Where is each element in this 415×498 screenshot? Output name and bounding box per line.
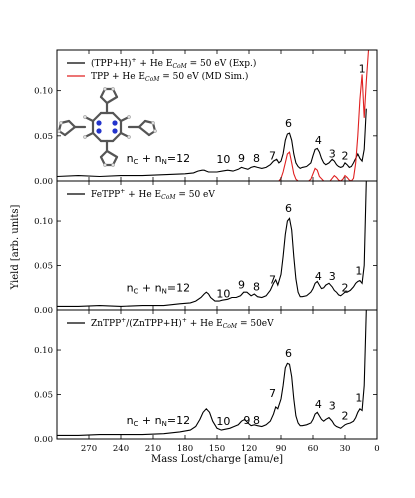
series-line-bottom-0 [57, 310, 367, 436]
molecule-hydrogen-atom [103, 163, 107, 167]
peak-label: 9 [238, 279, 245, 292]
molecule-bond [137, 119, 147, 129]
legend-entry: (TPP+H)+ + He ECoM = 50 eV (Exp.) [91, 57, 256, 70]
molecule-bond [67, 119, 77, 129]
y-tick-label: 0.00 [34, 177, 53, 187]
peak-label: 2 [342, 409, 349, 422]
y-tick-label: 0.10 [34, 217, 53, 227]
molecule-bond [91, 131, 103, 143]
y-tick-label: 0.10 [34, 87, 53, 97]
molecule-hydrogen-atom [127, 115, 131, 119]
peak-label: 3 [329, 400, 336, 413]
x-tick-label: 0 [374, 444, 379, 454]
x-tick-label: 270 [81, 444, 97, 454]
x-tick-label: 150 [209, 444, 225, 454]
x-axis-label: Mass Lost/charge [amu/e] [151, 454, 283, 465]
y-tick-label: 0.00 [34, 306, 53, 316]
y-tick-label: 0.05 [34, 262, 53, 272]
peak-label: 4 [315, 270, 322, 283]
peak-label: 9 [238, 152, 245, 165]
molecule-hydrogen-atom [111, 163, 115, 167]
molecule-bond [99, 95, 109, 105]
molecule-hydrogen-atom [59, 121, 63, 125]
molecule-hydrogen-atom [57, 129, 61, 133]
peak-label: 10 [216, 415, 230, 428]
peak-label: 1 [355, 392, 362, 405]
peak-label: 8 [253, 152, 260, 165]
molecule-bond [111, 111, 123, 123]
peak-label: 10 [216, 153, 230, 166]
molecule-hydrogen-atom [127, 135, 131, 139]
molecule-hydrogen-atom [103, 87, 107, 91]
molecule-bond [137, 125, 151, 137]
peak-label: nC + nN=12 [127, 281, 191, 295]
molecule-nitrogen-atom [112, 120, 118, 126]
chart-panel-top: 0.00 0.05 0.10 (TPP+H)+ + He ECoM = 50 eV (… [34, 49, 378, 187]
series-line-top-0 [57, 108, 367, 178]
peak-label: 10 [216, 288, 230, 301]
peak-label: 4 [315, 134, 322, 147]
peak-label: 4 [315, 398, 322, 411]
series-line-top-1 [57, 50, 370, 181]
x-tick-label: 120 [241, 444, 257, 454]
molecule-nitrogen-atom [112, 128, 118, 134]
x-tick-label: 210 [145, 444, 161, 454]
peak-label: 2 [342, 281, 349, 294]
x-tick-label: 180 [177, 444, 193, 454]
y-axis-label: Yield [arb. units] [10, 204, 21, 290]
peak-label: nC + nN=12 [127, 152, 191, 166]
molecule-structure-icon [57, 87, 157, 167]
peak-label: 2 [342, 149, 349, 162]
legend-entry: ZnTPP+/(ZnTPP+H)+ + He ECoM = 50eV [91, 317, 274, 330]
series-line-middle-0 [57, 181, 367, 307]
molecule-nitrogen-atom [96, 120, 102, 126]
molecule-nitrogen-atom [96, 128, 102, 134]
legend-entry: FeTPP+ + He ECoM = 50 eV [91, 188, 215, 201]
y-tick-label: 0.10 [34, 346, 53, 356]
peak-label: nC + nN=12 [127, 414, 191, 428]
molecule-hydrogen-atom [111, 87, 115, 91]
peak-label: 7 [269, 273, 276, 286]
y-tick-label: 0.00 [34, 435, 53, 445]
molecule-bond [91, 111, 103, 123]
peak-label: 6 [285, 347, 292, 360]
x-tick-label: 60 [308, 444, 319, 454]
peak-label: 7 [269, 387, 276, 400]
peak-label: 3 [329, 270, 336, 283]
peak-label: 8 [253, 280, 260, 293]
molecule-bond [105, 95, 119, 105]
x-tick-label: 30 [340, 444, 351, 454]
peak-label: 3 [329, 148, 336, 161]
x-tick-label: 90 [276, 444, 287, 454]
molecule-bond [105, 149, 119, 159]
molecule-hydrogen-atom [83, 135, 87, 139]
molecule-hydrogen-atom [83, 115, 87, 119]
molecule-hydrogen-atom [153, 129, 157, 133]
molecule-hydrogen-atom [151, 121, 155, 125]
molecule-bond [63, 125, 77, 137]
y-tick-label: 0.05 [34, 391, 53, 401]
peak-label: 6 [285, 117, 292, 130]
molecule-bond [99, 149, 109, 159]
y-tick-label: 0.05 [34, 132, 53, 142]
x-tick-label: 240 [113, 444, 129, 454]
peak-label: 1 [359, 63, 366, 76]
peak-label: 6 [285, 202, 292, 215]
legend-entry: TPP + He ECoM = 50 eV (MD Sim.) [91, 71, 248, 83]
molecule-bond [111, 131, 123, 143]
peak-label: 7 [269, 149, 276, 162]
chart-panel-middle: 0.00 0.05 0.10 FeTPP+ + He ECoM = 50 eV 1 6 4 3… [34, 180, 378, 316]
peak-label: 8 [253, 414, 260, 427]
peak-label: 1 [355, 264, 362, 277]
peak-label: 9 [243, 414, 250, 427]
